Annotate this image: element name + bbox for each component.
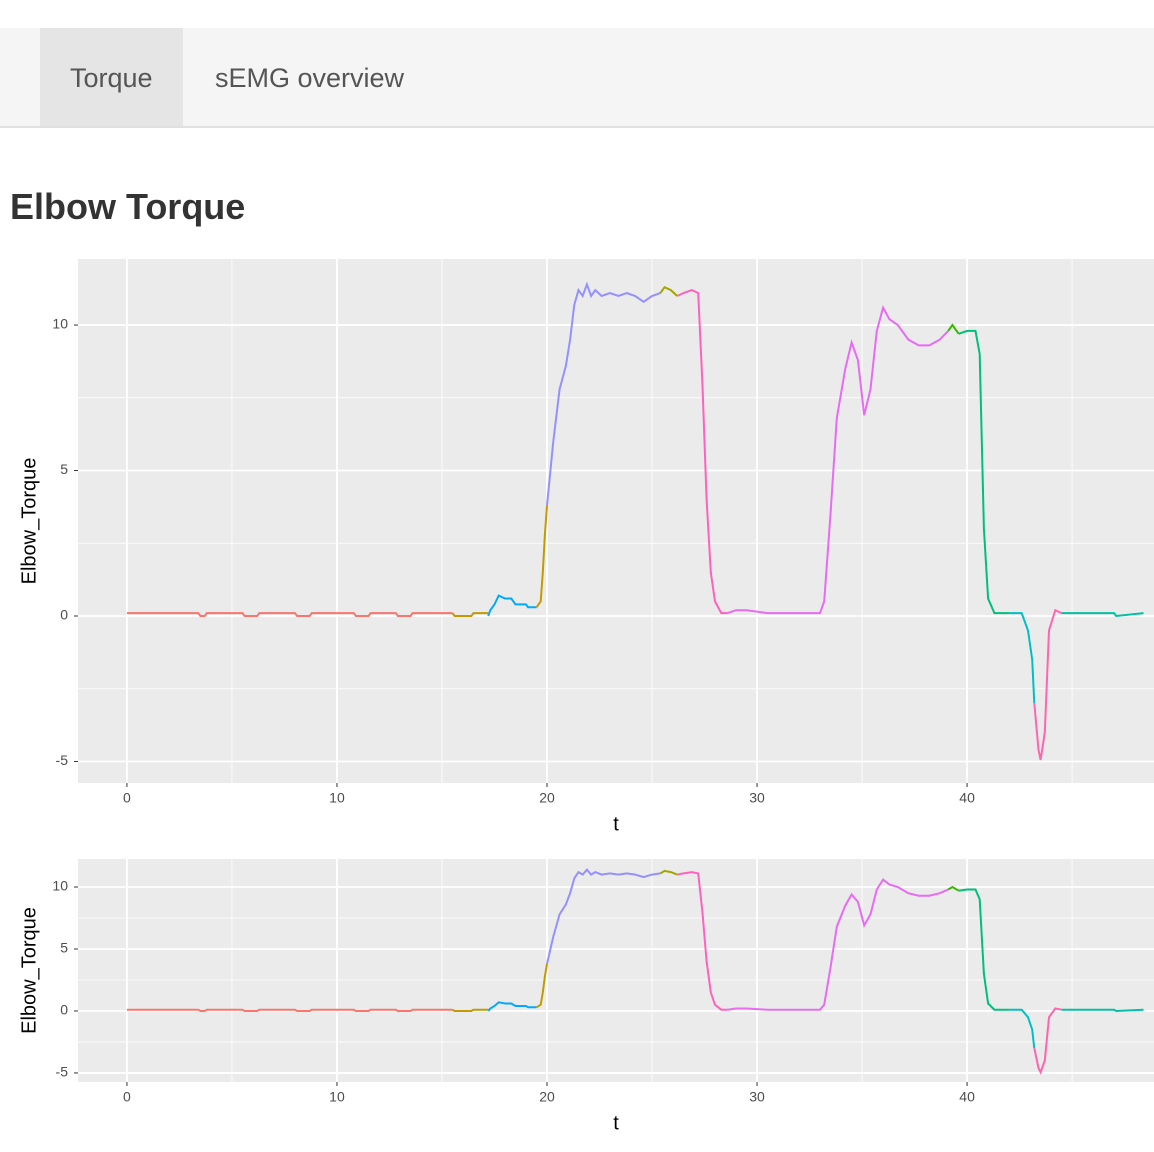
series-line (958, 329, 1010, 615)
series-line (451, 1008, 489, 1012)
series-line (727, 304, 949, 615)
x-tick-label: 40 (959, 790, 975, 806)
x-tick-label: 0 (123, 1089, 131, 1105)
heading: Elbow Torque (10, 186, 246, 227)
series-line (1061, 1008, 1144, 1013)
x-axis-label: t (613, 813, 619, 835)
series-line (126, 612, 453, 617)
series-line (535, 505, 548, 608)
plot-background (78, 859, 1154, 1082)
series-line (487, 1001, 537, 1012)
y-tick-label: 10 (52, 316, 68, 332)
series-line (1061, 612, 1144, 618)
y-tick-label: 5 (60, 461, 68, 477)
x-tick-label: 30 (749, 1089, 765, 1105)
x-tick-label: 10 (329, 790, 345, 806)
x-tick-label: 10 (329, 1089, 345, 1105)
x-tick-label: 30 (749, 790, 765, 806)
navbar: Torque sEMG overview (0, 28, 1154, 128)
series-line (659, 869, 678, 876)
y-tick-label: 0 (60, 1002, 68, 1018)
series-line (535, 963, 548, 1009)
y-tick-label: 5 (60, 940, 68, 956)
y-axis-label: Elbow_Torque (18, 907, 40, 1034)
series-line (1033, 1007, 1062, 1075)
x-axis-label: t (613, 1112, 619, 1134)
x-tick-label: 20 (539, 1089, 555, 1105)
series-line (676, 289, 728, 615)
y-tick-label: 0 (60, 607, 68, 623)
series-line (1009, 612, 1036, 704)
series-line (1033, 608, 1063, 761)
series-line (947, 323, 960, 335)
plot-background (78, 259, 1154, 783)
y-axis-label: Elbow_Torque (18, 458, 40, 585)
series-line (126, 1008, 453, 1012)
x-tick-label: 20 (539, 790, 555, 806)
series-line (677, 871, 728, 1011)
series-line (659, 285, 678, 297)
y-tick-label: -5 (56, 1064, 69, 1080)
series-line (958, 888, 1010, 1011)
tab[interactable]: Torque (40, 28, 183, 126)
y-tick-label: 10 (52, 878, 68, 894)
x-tick-label: 0 (123, 790, 131, 806)
series-line (546, 281, 661, 506)
series-line (1009, 1008, 1036, 1049)
tab[interactable]: sEMG overview (215, 63, 405, 93)
y-tick-label: -5 (56, 752, 69, 768)
series-line (451, 612, 489, 617)
series-line (546, 868, 661, 965)
series-line (727, 878, 949, 1011)
series-line (487, 594, 537, 617)
series-line (947, 885, 960, 892)
x-tick-label: 40 (959, 1089, 975, 1105)
